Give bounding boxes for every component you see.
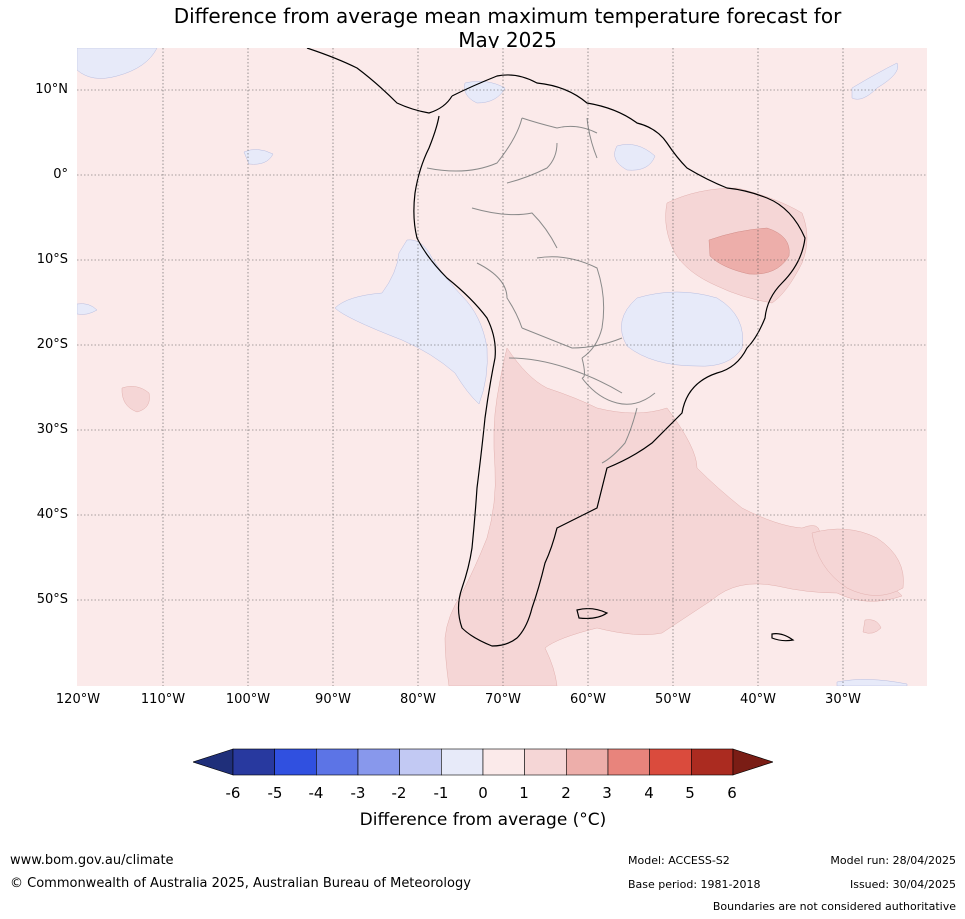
footer-url[interactable]: www.bom.gov.au/climate — [10, 853, 174, 868]
lat-label-0: 0° — [53, 167, 68, 182]
colorbar-segment — [649, 748, 692, 776]
lon-label-50w: 50°W — [655, 692, 691, 707]
lat-label-10n: 10°N — [35, 82, 68, 97]
colorbar-tick: 0 — [478, 784, 488, 802]
cool-patch-peru-offshore — [334, 239, 488, 405]
lon-label-70w: 70°W — [485, 692, 521, 707]
cool-patch-venezuela — [464, 81, 506, 104]
cool-patch-central-brazil — [621, 291, 743, 367]
colorbar-tick: -2 — [391, 784, 407, 802]
colorbar-label: Difference from average (°C) — [359, 810, 607, 830]
coastline-south-america — [413, 74, 806, 647]
lon-label-100w: 100°W — [225, 692, 271, 707]
colorbar-tick: -6 — [225, 784, 241, 802]
footer-issued: Issued: 30/04/2025 — [849, 878, 956, 891]
colorbar-segment — [274, 748, 317, 776]
country-borders — [426, 117, 656, 464]
graticule — [77, 48, 927, 686]
warm-patch-argentina-atlantic — [444, 347, 903, 686]
colorbar-tick: 4 — [644, 784, 654, 802]
cool-patch-atlantic-ne — [851, 62, 899, 100]
colorbar-over-arrow — [732, 748, 773, 776]
lon-label-80w: 80°W — [400, 692, 436, 707]
warm-patch-pacific-small — [121, 386, 150, 413]
coastlines — [306, 48, 806, 647]
colorbar — [193, 748, 773, 776]
cool-patch-pacific-small — [243, 149, 274, 165]
colorbar-tick: 5 — [685, 784, 695, 802]
lon-label-60w: 60°W — [570, 692, 606, 707]
coastline-south-georgia — [771, 633, 795, 642]
cool-anomaly-regions — [77, 48, 908, 686]
colorbar-segment — [524, 748, 567, 776]
footer-copyright: © Commonwealth of Australia 2025, Austra… — [10, 876, 471, 891]
lat-label-10s: 10°S — [36, 252, 68, 267]
colorbar-segment — [691, 748, 734, 776]
colorbar-tick: 2 — [561, 784, 571, 802]
footer-model-run: Model run: 28/04/2025 — [830, 854, 956, 867]
colorbar-segment — [316, 748, 359, 776]
colorbar-segment — [232, 748, 275, 776]
footer-boundaries-note: Boundaries are not considered authoritat… — [712, 900, 956, 913]
cool-patch-nw-pacific — [77, 48, 158, 79]
footer-base-period: Base period: 1981-2018 — [628, 878, 761, 891]
colorbar-tick: -1 — [433, 784, 449, 802]
lon-label-90w: 90°W — [315, 692, 351, 707]
colorbar-segment — [607, 748, 650, 776]
lat-label-40s: 40°S — [36, 507, 68, 522]
map-title: Difference from average mean maximum tem… — [0, 4, 965, 52]
colorbar-tick: -3 — [350, 784, 366, 802]
footer-model: Model: ACCESS-S2 — [628, 854, 730, 867]
lat-label-50s: 50°S — [36, 592, 68, 607]
colorbar-tick: -4 — [308, 784, 324, 802]
colorbar-segment — [441, 748, 484, 776]
colorbar-tick: -5 — [267, 784, 283, 802]
map-svg — [77, 48, 927, 686]
warm-patch-2-3-ne-brazil — [708, 227, 790, 275]
colorbar-segment — [566, 748, 609, 776]
colorbar-segments — [232, 748, 734, 776]
warm-patch-south-atlantic-east — [811, 528, 904, 596]
lat-label-20s: 20°S — [36, 337, 68, 352]
lat-label-30s: 30°S — [36, 422, 68, 437]
title-line-1: Difference from average mean maximum tem… — [173, 4, 842, 28]
cool-patch-left-edge — [77, 303, 98, 315]
lon-label-30w: 30°W — [825, 692, 861, 707]
lon-label-40w: 40°W — [740, 692, 776, 707]
colorbar-segment — [482, 748, 525, 776]
lon-label-110w: 110°W — [140, 692, 186, 707]
cool-patch-guiana — [614, 144, 656, 171]
forecast-map — [77, 48, 927, 686]
colorbar-tick: 6 — [727, 784, 737, 802]
colorbar-segment — [357, 748, 400, 776]
coastline-falklands — [576, 607, 609, 620]
lon-label-120w: 120°W — [55, 692, 101, 707]
warm-patch-atlantic-small — [862, 619, 882, 634]
colorbar-under-arrow — [193, 748, 234, 776]
colorbar-tick: 3 — [602, 784, 612, 802]
coastline-central-america — [306, 48, 453, 114]
colorbar-segment — [399, 748, 442, 776]
colorbar-tick: 1 — [519, 784, 529, 802]
cool-patch-se-corner — [836, 679, 908, 686]
